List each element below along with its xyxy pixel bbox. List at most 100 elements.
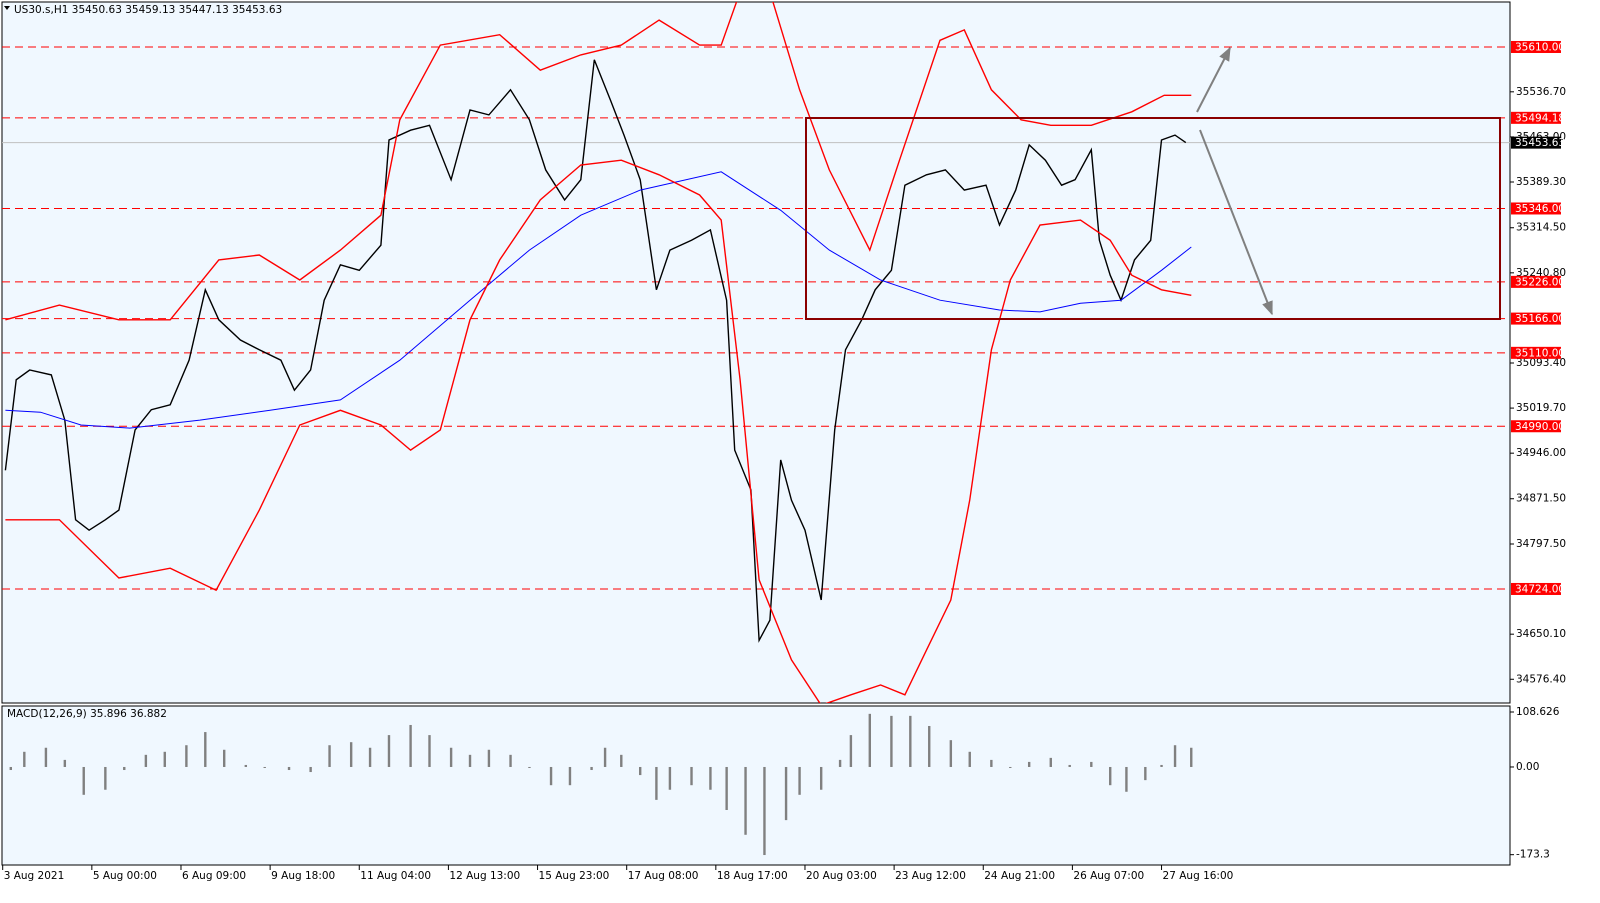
macd-bar: [928, 725, 931, 767]
macd-bar: [690, 766, 693, 786]
x-tick-label: 5 Aug 00:00: [93, 870, 157, 882]
level-label-box: [1511, 111, 1561, 124]
macd-bar: [185, 745, 188, 767]
macd-bar: [784, 766, 788, 821]
price-line: [5, 2, 1192, 321]
macd-bar: [590, 766, 593, 771]
macd-bar: [123, 766, 126, 771]
y-tick-label: 34946.00: [1516, 447, 1566, 459]
axes: 35536.7035463.0035389.3035314.5035240.80…: [2, 40, 1566, 882]
x-tick-label: 9 Aug 18:00: [271, 870, 335, 882]
macd-bar: [468, 754, 472, 767]
macd-bar: [1125, 766, 1128, 792]
x-tick-label: 15 Aug 23:00: [539, 870, 610, 882]
macd-bar: [287, 766, 291, 771]
range-box: [805, 117, 1501, 320]
macd-bar: [949, 740, 953, 767]
y-tick-label: 35389.30: [1516, 176, 1566, 188]
last-price-box: [1511, 136, 1561, 149]
macd-bar: [9, 766, 13, 771]
macd-bar: [449, 747, 453, 767]
macd-bar: [1144, 766, 1147, 781]
macd-bar: [968, 751, 971, 767]
macd-bar: [163, 751, 166, 767]
x-tick-label: 26 Aug 07:00: [1073, 870, 1144, 882]
macd-bar: [328, 745, 331, 767]
level-label-box: [1511, 420, 1561, 433]
level-label-box: [1511, 346, 1561, 359]
macd-bar: [1160, 764, 1163, 767]
x-tick-label: 20 Aug 03:00: [806, 870, 877, 882]
main-plot: [2, 2, 1510, 703]
macd-bar: [1049, 757, 1052, 767]
title-arrow: [4, 6, 10, 10]
x-tick-label: 23 Aug 12:00: [895, 870, 966, 882]
macd-bar: [849, 735, 853, 767]
y-tick-label: 34576.40: [1516, 673, 1566, 685]
level-label-box: [1511, 582, 1561, 595]
y-tick-label: 34650.10: [1516, 628, 1566, 640]
macd-bar: [1109, 766, 1112, 786]
macd-bar: [509, 754, 512, 767]
macd-bar: [1068, 764, 1071, 767]
y-tick-label: 34797.50: [1516, 538, 1566, 550]
y-tick-label: 35536.70: [1516, 86, 1566, 98]
x-tick-label: 18 Aug 17:00: [717, 870, 788, 882]
macd-bar: [990, 759, 993, 767]
y-tick-label: 108.626: [1516, 706, 1560, 718]
macd-bar: [368, 747, 372, 767]
y-tick-label: 35240.80: [1516, 267, 1566, 279]
level-label: 34724.00: [1515, 583, 1565, 595]
level-label: 35610.00: [1515, 41, 1565, 53]
level-label-box: [1511, 40, 1561, 53]
macd-plot: [9, 713, 1193, 856]
macd-bar: [568, 766, 572, 786]
macd-bar: [868, 713, 872, 767]
macd-bar: [725, 766, 728, 810]
macd-bar: [819, 766, 823, 790]
x-tick-label: 11 Aug 04:00: [360, 870, 431, 882]
y-tick-label: -173.3: [1516, 849, 1550, 861]
arrow-up: [1196, 46, 1231, 113]
macd-bar: [428, 735, 431, 767]
macd-panel: [1, 705, 1511, 866]
level-label-box: [1511, 275, 1561, 288]
macd-bar: [223, 749, 226, 767]
macd-bar: [487, 749, 491, 767]
macd-bar: [763, 766, 766, 856]
last-price-label: 35453.63: [1515, 137, 1565, 149]
level-label: 34990.00: [1515, 421, 1565, 433]
level-label: 35110.00: [1515, 347, 1565, 359]
x-tick-label: 17 Aug 08:00: [628, 870, 699, 882]
macd-bar: [638, 766, 642, 776]
macd-bar: [409, 724, 412, 767]
y-tick-label: 35314.50: [1516, 222, 1566, 234]
macd-bar: [244, 764, 248, 767]
macd-bar: [1190, 747, 1193, 767]
macd-bar: [204, 732, 207, 767]
macd-bar: [23, 751, 26, 767]
macd-bar: [890, 715, 893, 767]
y-tick-label: 35093.40: [1516, 357, 1566, 369]
macd-bar: [349, 742, 353, 767]
level-label: 35226.00: [1515, 276, 1565, 288]
level-label-box: [1511, 202, 1561, 215]
macd-bar: [838, 759, 842, 767]
macd-bar: [709, 766, 712, 790]
macd-bar: [549, 766, 553, 786]
macd-bar: [1027, 761, 1031, 767]
arrow-down: [1199, 129, 1273, 316]
macd-bar: [387, 735, 391, 767]
macd-bar: [1090, 761, 1093, 767]
macd-bar: [909, 715, 912, 767]
macd-bar: [668, 766, 672, 790]
level-label: 35166.00: [1515, 313, 1565, 325]
price-line: [5, 159, 1192, 703]
macd-bar: [603, 747, 607, 767]
x-tick-label: 27 Aug 16:00: [1163, 870, 1234, 882]
macd-bar: [620, 754, 623, 767]
macd-bar: [63, 759, 67, 767]
y-tick-label: 0.00: [1516, 761, 1539, 773]
macd-bar: [82, 766, 85, 795]
level-label: 35494.18: [1515, 112, 1565, 124]
